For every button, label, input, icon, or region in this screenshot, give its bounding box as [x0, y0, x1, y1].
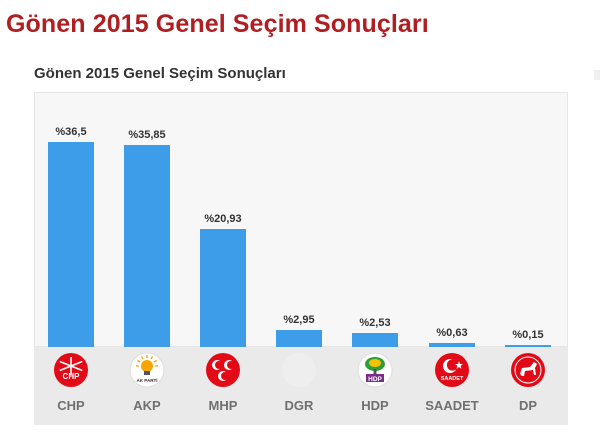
- saadet-logo-text: SAADET: [441, 376, 464, 382]
- akp-lightbulb-icon: AK PARTİ: [129, 352, 165, 388]
- page-title: Gönen 2015 Genel Seçim Sonuçları: [6, 10, 429, 38]
- chart-title: Gönen 2015 Genel Seçim Sonuçları: [34, 65, 286, 82]
- bar-dp: [505, 345, 551, 347]
- bar-saadet: [429, 343, 475, 347]
- value-label-hdp: %2,53: [359, 316, 391, 329]
- chp-logo-text: CHP: [63, 372, 81, 381]
- category-label-chp: CHP: [57, 398, 85, 413]
- bar-mhp: [200, 229, 246, 347]
- category-label-saadet: SAADET: [425, 398, 479, 413]
- chp-six-arrows-icon: CHP: [53, 352, 89, 388]
- plot-area: [34, 92, 568, 347]
- category-label-dgr: DGR: [284, 398, 314, 413]
- category-label-akp: AKP: [133, 398, 161, 413]
- category-label-dp: DP: [518, 398, 538, 413]
- edge-mark: [594, 70, 600, 80]
- hdp-tree-icon: HDP: [357, 352, 393, 388]
- bar-hdp: [352, 332, 398, 347]
- value-label-dp: %0,15: [512, 329, 544, 341]
- dgr-placeholder-icon: [281, 352, 317, 388]
- dp-horse-icon: [510, 352, 546, 388]
- category-label-hdp: HDP: [361, 398, 389, 413]
- bar-chp: [48, 141, 94, 347]
- category-label-mhp: MHP: [208, 398, 238, 413]
- hdp-logo-text: HDP: [368, 376, 382, 383]
- bar-akp: [124, 145, 170, 347]
- value-label-dgr: %2,95: [283, 314, 315, 327]
- mhp-three-crescents-icon: [205, 352, 241, 388]
- akp-logo-text: AK PARTİ: [137, 377, 158, 383]
- value-label-chp: %36,5: [55, 125, 87, 138]
- value-label-mhp: %20,93: [204, 213, 242, 226]
- value-label-saadet: %0,63: [436, 327, 468, 340]
- value-label-akp: %35,85: [128, 129, 166, 142]
- saadet-crescent-star-icon: SAADET: [434, 352, 470, 388]
- bar-dgr: [276, 330, 322, 347]
